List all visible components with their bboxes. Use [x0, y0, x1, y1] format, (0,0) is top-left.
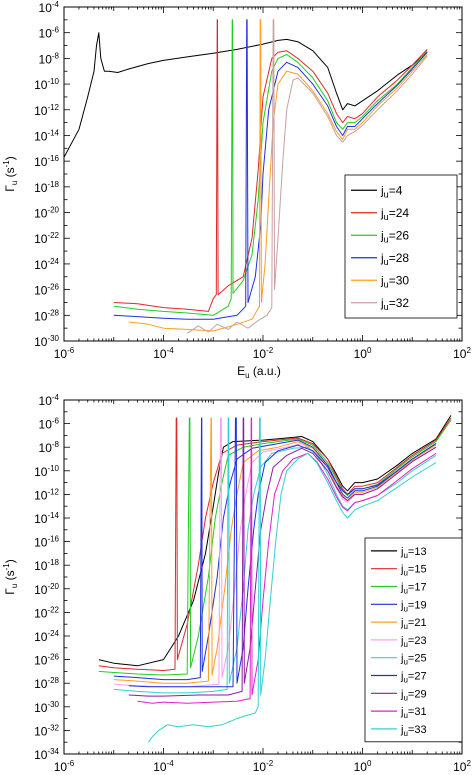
y-tick-label: 10-24: [34, 629, 59, 644]
y-tick-label: 10-14: [34, 128, 59, 143]
y-tick-label: 10-28: [34, 676, 59, 691]
x-tick-label: 102: [453, 346, 471, 361]
y-tick-label: 10-20: [34, 206, 59, 221]
y-tick-label: 10-4: [39, 393, 60, 408]
series-line-j13: [98, 415, 452, 667]
legend-label: ju=33: [400, 724, 427, 738]
y-tick-label: 10-8: [39, 51, 60, 66]
x-tick-label: 10-6: [54, 346, 75, 361]
y-tick-label: 10-14: [34, 511, 59, 526]
chart-panel-1: 10-6 10-4 10-2 100 102 10-4 10-6 10-8 10-10 10-12…: [2, 0, 471, 380]
y-tick-label: 10-10: [34, 77, 59, 92]
x-tick-label: 100: [354, 759, 372, 774]
legend-label: ju=27: [400, 671, 427, 685]
series-group: [98, 415, 452, 743]
y-tick-label: 10-12: [34, 487, 59, 502]
legend-label: ju=19: [400, 599, 427, 613]
y-tick-label: 10-10: [34, 464, 59, 479]
y-tick-label: 10-34: [34, 747, 59, 762]
series-line-j4: [64, 32, 428, 158]
legend-label: ju=25: [400, 653, 427, 667]
legend-label: ju=21: [400, 617, 427, 631]
legend-label: ju=17: [400, 582, 427, 596]
y-tick-label: 10-26: [34, 653, 59, 668]
series-group: [64, 19, 428, 334]
chart-panel-2: 10-6 10-4 10-2 100 102 10-4 10-6 10-8 10-10 10-12…: [2, 393, 471, 774]
x-tick-label: 100: [354, 346, 372, 361]
series-line-j15: [98, 417, 452, 671]
series-line-j27: [128, 417, 437, 688]
y-tick-label: 10-18: [34, 558, 59, 573]
y-tick-label: 10-22: [34, 605, 59, 620]
series-line-j31: [137, 417, 437, 704]
legend-label: ju=29: [400, 688, 427, 702]
legend-label: ju=32: [380, 296, 409, 312]
y-axis-label: Γu (s-1): [2, 559, 19, 595]
series-line-j26: [113, 19, 428, 316]
y-tick-label: 10-26: [34, 283, 59, 298]
y-tick-label: 10-28: [34, 308, 59, 323]
y-tick-label: 10-6: [39, 26, 60, 41]
series-line-j32: [186, 19, 428, 334]
legend-label: ju=26: [380, 228, 409, 244]
x-axis-label: Eu (a.u.): [237, 364, 281, 380]
x-tick-label: 10-2: [253, 346, 274, 361]
series-line-j24: [113, 19, 428, 312]
y-tick-label: 10-18: [34, 180, 59, 195]
y-tick-label: 10-16: [34, 535, 59, 550]
x-tick-label: 10-2: [253, 759, 274, 774]
y-tick-label: 10-30: [34, 334, 59, 349]
legend-box: [344, 174, 458, 319]
y-axis-label: Γu (s-1): [2, 156, 19, 192]
y-tick-label: 10-4: [39, 0, 60, 15]
x-tick-label: 10-4: [153, 759, 174, 774]
y-tick-label: 10-8: [39, 440, 60, 455]
legend: ju=4 ju=24 ju=26 ju=28 ju=30 ju=32: [344, 174, 458, 319]
x-tick-label: 10-6: [54, 759, 75, 774]
y-tick-label: 10-22: [34, 231, 59, 246]
y-tick-label: 10-12: [34, 103, 59, 118]
legend-label: ju=4: [380, 183, 403, 199]
legend-label: ju=24: [380, 206, 409, 222]
series-line-j29: [128, 417, 437, 697]
legend-label: ju=30: [380, 273, 409, 289]
y-tick-label: 10-24: [34, 257, 59, 272]
series-line-j33: [148, 417, 437, 743]
legend-label: ju=23: [400, 635, 427, 649]
y-tick-label: 10-6: [39, 417, 60, 432]
y-tick-label: 10-20: [34, 582, 59, 597]
legend: ju=13 ju=15 ju=17 ju=19 ju=21 ju=23 ju=25 ju=27…: [364, 537, 463, 743]
legend-label: ju=28: [380, 251, 409, 267]
y-tick-label: 10-30: [34, 700, 59, 715]
x-tick-label: 10-4: [153, 346, 174, 361]
y-tick-label: 10-32: [34, 723, 59, 738]
y-tick-label: 10-16: [34, 154, 59, 169]
legend-label: ju=13: [400, 546, 427, 560]
legend-label: ju=15: [400, 564, 427, 578]
x-tick-label: 102: [453, 759, 471, 774]
legend-label: ju=31: [400, 706, 427, 720]
series-line-j21: [113, 417, 437, 684]
